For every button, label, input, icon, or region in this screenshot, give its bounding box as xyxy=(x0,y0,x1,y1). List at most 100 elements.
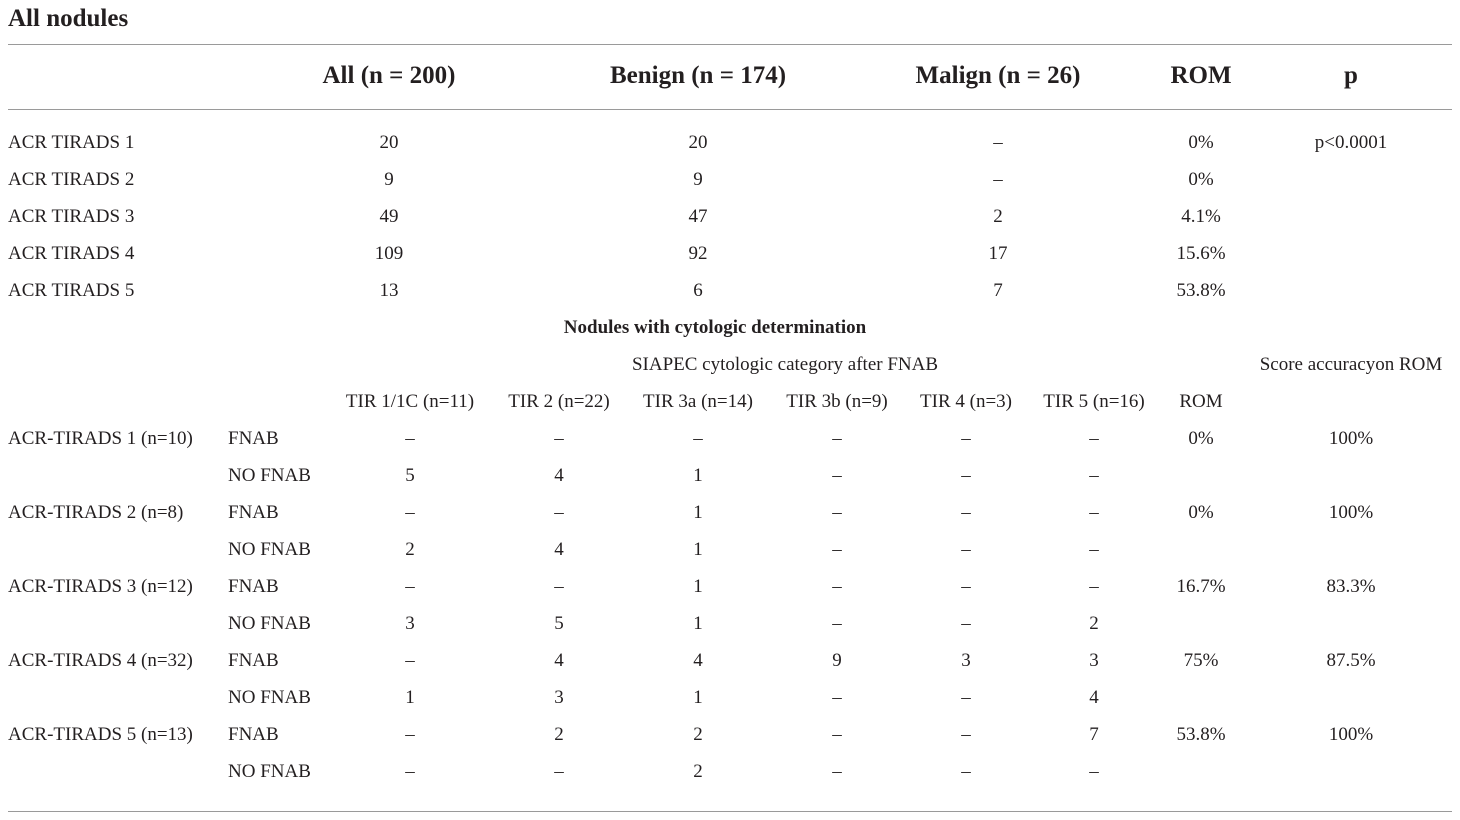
cell-value: – xyxy=(832,687,842,708)
cell-value: – xyxy=(832,724,842,745)
cell-score: 100% xyxy=(1328,502,1374,523)
cell-score: 83.3% xyxy=(1326,576,1376,597)
cell-value: – xyxy=(832,502,842,523)
cell-value: 7 xyxy=(1089,724,1099,745)
cell-value: – xyxy=(405,724,415,745)
cell-value: – xyxy=(405,761,415,782)
cell-value: 2 xyxy=(693,761,703,782)
cell-value: 2 xyxy=(554,724,564,745)
cell-value: – xyxy=(1089,502,1099,523)
fnab-label: FNAB xyxy=(228,576,279,597)
cell-value: – xyxy=(405,428,415,449)
cell-value: – xyxy=(554,428,564,449)
row-label: ACR TIRADS 2 xyxy=(8,169,135,190)
cell-all: 20 xyxy=(379,132,399,153)
group-label: ACR-TIRADS 5 (n=13) xyxy=(8,724,193,745)
cell-malign: 2 xyxy=(993,206,1003,227)
cyto-column-header: TIR 1/1C (n=11) xyxy=(345,391,475,412)
cell-rom: 4.1% xyxy=(1181,206,1221,227)
cell-value: – xyxy=(961,613,971,634)
cell-value: – xyxy=(961,465,971,486)
fnab-label: NO FNAB xyxy=(228,465,311,486)
cell-value: 5 xyxy=(405,465,415,486)
cell-benign: 20 xyxy=(688,132,708,153)
cyto-column-header: TIR 2 (n=22) xyxy=(508,391,610,412)
cell-rom: 0% xyxy=(1188,428,1214,449)
bottom-rule xyxy=(8,811,1452,812)
header-rule xyxy=(8,109,1452,110)
cell-value: 1 xyxy=(693,687,703,708)
cell-value: – xyxy=(832,465,842,486)
cell-rom: 75% xyxy=(1183,650,1219,671)
cell-value: – xyxy=(961,502,971,523)
cell-value: 1 xyxy=(693,613,703,634)
cyto-column-header: TIR 3a (n=14) xyxy=(643,391,753,412)
cell-malign: – xyxy=(993,169,1003,190)
top-rule xyxy=(8,44,1452,45)
cell-benign: 6 xyxy=(693,280,703,301)
row-label: ACR TIRADS 5 xyxy=(8,280,135,301)
cell-value: 1 xyxy=(405,687,415,708)
cell-value: – xyxy=(832,539,842,560)
table-title: All nodules xyxy=(8,5,129,32)
cell-value: 1 xyxy=(693,576,703,597)
cell-value: 2 xyxy=(693,724,703,745)
cyto-header: SIAPEC cytologic category after FNAB xyxy=(631,354,939,375)
fnab-label: NO FNAB xyxy=(228,761,311,782)
header-benign: Benign (n = 174) xyxy=(609,62,787,89)
cell-value: – xyxy=(693,428,703,449)
group-label: ACR-TIRADS 3 (n=12) xyxy=(8,576,193,597)
cell-rom: 53.8% xyxy=(1176,724,1226,745)
cell-malign: 17 xyxy=(988,243,1008,264)
cell-value: – xyxy=(1089,465,1099,486)
group-label: ACR-TIRADS 4 (n=32) xyxy=(8,650,193,671)
score-header: Score accuracyon ROM xyxy=(1259,354,1443,375)
cell-all: 13 xyxy=(379,280,399,301)
cell-score: 100% xyxy=(1328,724,1374,745)
section-title: Nodules with cytologic determination xyxy=(563,317,867,338)
cyto-column-header: TIR 3b (n=9) xyxy=(786,391,888,412)
cell-p: p<0.0001 xyxy=(1314,132,1388,153)
cell-value: 3 xyxy=(1089,650,1099,671)
fnab-label: FNAB xyxy=(228,502,279,523)
row-label: ACR TIRADS 4 xyxy=(8,243,135,264)
cell-value: 4 xyxy=(554,465,564,486)
cell-value: – xyxy=(961,724,971,745)
cell-value: 1 xyxy=(693,539,703,560)
cell-value: – xyxy=(405,650,415,671)
cell-value: – xyxy=(1089,576,1099,597)
cyto-column-header: ROM xyxy=(1179,391,1223,412)
cyto-column-header: TIR 5 (n=16) xyxy=(1043,391,1145,412)
cell-value: – xyxy=(961,428,971,449)
cell-score: 100% xyxy=(1328,428,1374,449)
cell-value: 5 xyxy=(554,613,564,634)
cell-value: 2 xyxy=(1089,613,1099,634)
cell-value: 9 xyxy=(832,650,842,671)
cell-rom: 0% xyxy=(1188,132,1214,153)
cyto-column-header: TIR 4 (n=3) xyxy=(920,391,1012,412)
cell-benign: 47 xyxy=(688,206,708,227)
cell-value: 3 xyxy=(405,613,415,634)
fnab-label: NO FNAB xyxy=(228,613,311,634)
cell-rom: 53.8% xyxy=(1176,280,1226,301)
cell-rom: 0% xyxy=(1188,502,1214,523)
cell-value: – xyxy=(405,502,415,523)
cell-value: – xyxy=(554,761,564,782)
cell-value: 4 xyxy=(693,650,703,671)
cell-value: – xyxy=(961,761,971,782)
cell-value: – xyxy=(961,687,971,708)
cell-rom: 0% xyxy=(1188,169,1214,190)
fnab-label: FNAB xyxy=(228,428,279,449)
cell-value: 2 xyxy=(405,539,415,560)
cell-value: – xyxy=(961,576,971,597)
cell-value: 3 xyxy=(961,650,971,671)
fnab-label: FNAB xyxy=(228,650,279,671)
cell-value: 3 xyxy=(554,687,564,708)
cell-benign: 92 xyxy=(688,243,708,264)
cell-value: – xyxy=(1089,428,1099,449)
cell-all: 109 xyxy=(374,243,404,264)
cell-score: 87.5% xyxy=(1326,650,1376,671)
fnab-label: FNAB xyxy=(228,724,279,745)
group-label: ACR-TIRADS 1 (n=10) xyxy=(8,428,193,449)
cell-value: 1 xyxy=(693,465,703,486)
